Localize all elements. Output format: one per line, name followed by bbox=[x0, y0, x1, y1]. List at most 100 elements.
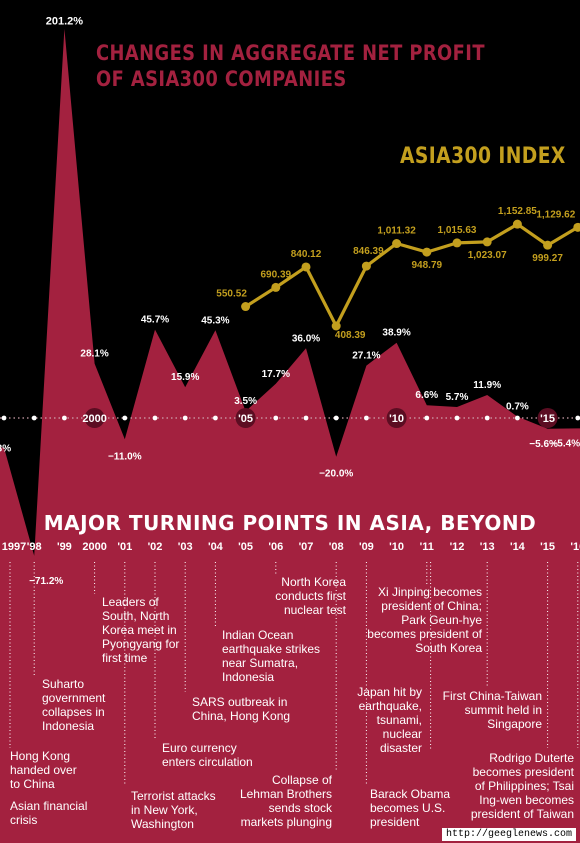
profit-label-2007: 36.0% bbox=[292, 333, 320, 344]
timeline-year-row: 1997'98 '99 2000 '01 '02 '03 '04 '05 '06 '07 '08 '0… bbox=[0, 541, 580, 561]
baseline-dot-2003 bbox=[182, 415, 188, 421]
index-label-2008: 408.39 bbox=[335, 330, 366, 341]
index-label-2015: 999.27 bbox=[532, 253, 563, 264]
index-point-2010 bbox=[392, 239, 402, 249]
profit-label-2006: 17.7% bbox=[262, 369, 290, 380]
index-label-2007: 840.12 bbox=[291, 249, 322, 260]
index-label-2012: 1,015.63 bbox=[438, 225, 477, 236]
profit-label-1997: −15.3% bbox=[0, 444, 11, 455]
baseline-dot-2013 bbox=[484, 415, 490, 421]
profit-label-1999: 201.2% bbox=[46, 16, 84, 28]
profit-label-2008: −20.0% bbox=[319, 469, 353, 480]
profit-label-2011: 6.6% bbox=[415, 390, 438, 401]
axis-marker-label-2000: 2000 bbox=[82, 413, 106, 425]
index-point-2005 bbox=[241, 302, 251, 312]
timeline-year-1999: '99 bbox=[56, 541, 72, 553]
timeline-year-2015: '15 bbox=[540, 541, 556, 553]
timeline-year-1998: '98 bbox=[26, 541, 42, 553]
profit-label-2005: 3.5% bbox=[234, 396, 257, 407]
timeline-year-2010: '10 bbox=[389, 541, 405, 553]
profit-label-2015: −5.6% bbox=[529, 439, 558, 450]
event-2009-obama: Barack Obama becomes U.S. president bbox=[370, 787, 451, 829]
index-label-2009: 846.39 bbox=[353, 246, 384, 257]
profit-label-2014: 0.7% bbox=[506, 402, 529, 413]
index-label-2005: 550.52 bbox=[216, 289, 247, 300]
timeline-year-2011: '11 bbox=[419, 541, 434, 553]
timeline-year-2004: '04 bbox=[207, 541, 223, 553]
index-label-2014: 1,152.85 bbox=[498, 206, 537, 217]
axis-marker-label-2010: '10 bbox=[389, 413, 404, 425]
event-1998-suharto: Suharto government collapses in Indonesi… bbox=[42, 677, 106, 733]
index-point-2007 bbox=[301, 262, 311, 272]
axis-marker-circle-2010 bbox=[386, 408, 407, 428]
timeline-year-2016: '16 bbox=[570, 541, 580, 553]
index-label-2006: 690.39 bbox=[261, 269, 292, 280]
event-2013-xi-park: Xi Jinping becomes president of China; P… bbox=[367, 585, 482, 655]
axis-marker-circle-2000 bbox=[84, 408, 105, 428]
timeline-year-2000: 2000 bbox=[82, 541, 107, 553]
axis-marker-label-2005: '05 bbox=[238, 413, 253, 425]
index-point-2006 bbox=[271, 282, 281, 292]
timeline-year-2007: '07 bbox=[298, 541, 314, 553]
profit-label-2012: 5.7% bbox=[446, 392, 469, 403]
axis-marker-label-2015: '15 bbox=[540, 413, 555, 425]
index-point-2011 bbox=[422, 247, 432, 257]
baseline-dot-2006 bbox=[273, 415, 279, 421]
baseline-dot-2009 bbox=[364, 415, 369, 421]
index-point-2008 bbox=[331, 321, 341, 331]
timeline-year-2009: '09 bbox=[358, 541, 374, 553]
index-label-2010: 1,011.32 bbox=[377, 226, 416, 237]
profit-label-2003: 15.9% bbox=[171, 372, 199, 383]
source-url: http://geeglenews.com bbox=[441, 828, 576, 841]
turning-points-title: MAJOR TURNING POINTS IN ASIA, BEYOND bbox=[43, 511, 537, 535]
profit-label-2002: 45.7% bbox=[141, 315, 169, 326]
baseline-dot-2016 bbox=[575, 415, 580, 421]
axis-marker-circle-2015 bbox=[537, 408, 558, 428]
baseline-dot-2007 bbox=[303, 415, 309, 421]
event-2011-japan-disaster: Japan hit by earthquake, tsunami, nuclea… bbox=[357, 685, 422, 755]
timeline-year-2008: '08 bbox=[328, 541, 344, 553]
event-2008-lehman: Collapse of Lehman Brothers sends stock … bbox=[239, 773, 332, 829]
timeline-year-2002: '02 bbox=[147, 541, 163, 553]
index-point-2013 bbox=[482, 237, 492, 247]
event-2003-sars: SARS outbreak in China, Hong Kong bbox=[192, 695, 291, 723]
profit-label-2016: −5.4% bbox=[551, 438, 580, 449]
baseline-dot-2004 bbox=[213, 415, 218, 421]
baseline-dot-2012 bbox=[454, 415, 460, 421]
axis-marker-circle-2005 bbox=[235, 408, 256, 428]
index-line bbox=[244, 222, 579, 328]
event-2006-nuclear-test: North Korea conducts first nuclear test bbox=[275, 575, 346, 617]
index-point-2015 bbox=[543, 240, 553, 250]
profit-title-line-1: CHANGES IN AGGREGATE NET PROFIT bbox=[96, 41, 485, 65]
baseline-dot-2002 bbox=[152, 415, 158, 421]
baseline-dot-2008 bbox=[333, 415, 339, 421]
timeline-year-2005: '05 bbox=[238, 541, 254, 553]
event-2016-duterte-tsai: Rodrigo Duterte becomes president of Phi… bbox=[470, 751, 574, 821]
index-label-2013: 1,023.07 bbox=[468, 250, 507, 261]
profit-area bbox=[0, 28, 580, 843]
profit-label-2009: 27.1% bbox=[352, 351, 380, 362]
profit-label-2013: 11.9% bbox=[473, 380, 501, 391]
baseline-dot-1999 bbox=[62, 415, 67, 421]
index-label-2011: 948.79 bbox=[412, 260, 443, 271]
profit-label-1998: −71.2% bbox=[29, 576, 63, 587]
profit-title-line-2: OF ASIA300 COMPANIES bbox=[96, 67, 347, 91]
timeline-year-2006: '06 bbox=[268, 541, 284, 553]
event-2001-terror-attacks: Terrorist attacks in New York, Washingto… bbox=[131, 789, 216, 831]
baseline-dot-2014 bbox=[515, 415, 520, 421]
profit-label-2001: −11.0% bbox=[108, 451, 142, 462]
index-point-2016 bbox=[573, 222, 580, 232]
event-2002-euro: Euro currency enters circulation bbox=[162, 741, 253, 769]
event-2015-china-taiwan-summit: First China-Taiwan summit held in Singap… bbox=[442, 689, 542, 731]
timeline-year-2012: '12 bbox=[449, 541, 465, 553]
profit-label-2010: 38.9% bbox=[382, 328, 410, 339]
baseline-dot-1998 bbox=[31, 415, 37, 421]
event-1997-handover: Hong Kong handed over to China bbox=[10, 749, 77, 791]
event-1997-financial-crisis: Asian financial crisis bbox=[10, 799, 88, 827]
index-point-2012 bbox=[452, 238, 462, 248]
baseline-dot-2011 bbox=[424, 415, 430, 421]
index-point-2014 bbox=[512, 219, 522, 229]
profit-chart-title: CHANGES IN AGGREGATE NET PROFIT OF ASIA3… bbox=[96, 40, 485, 92]
